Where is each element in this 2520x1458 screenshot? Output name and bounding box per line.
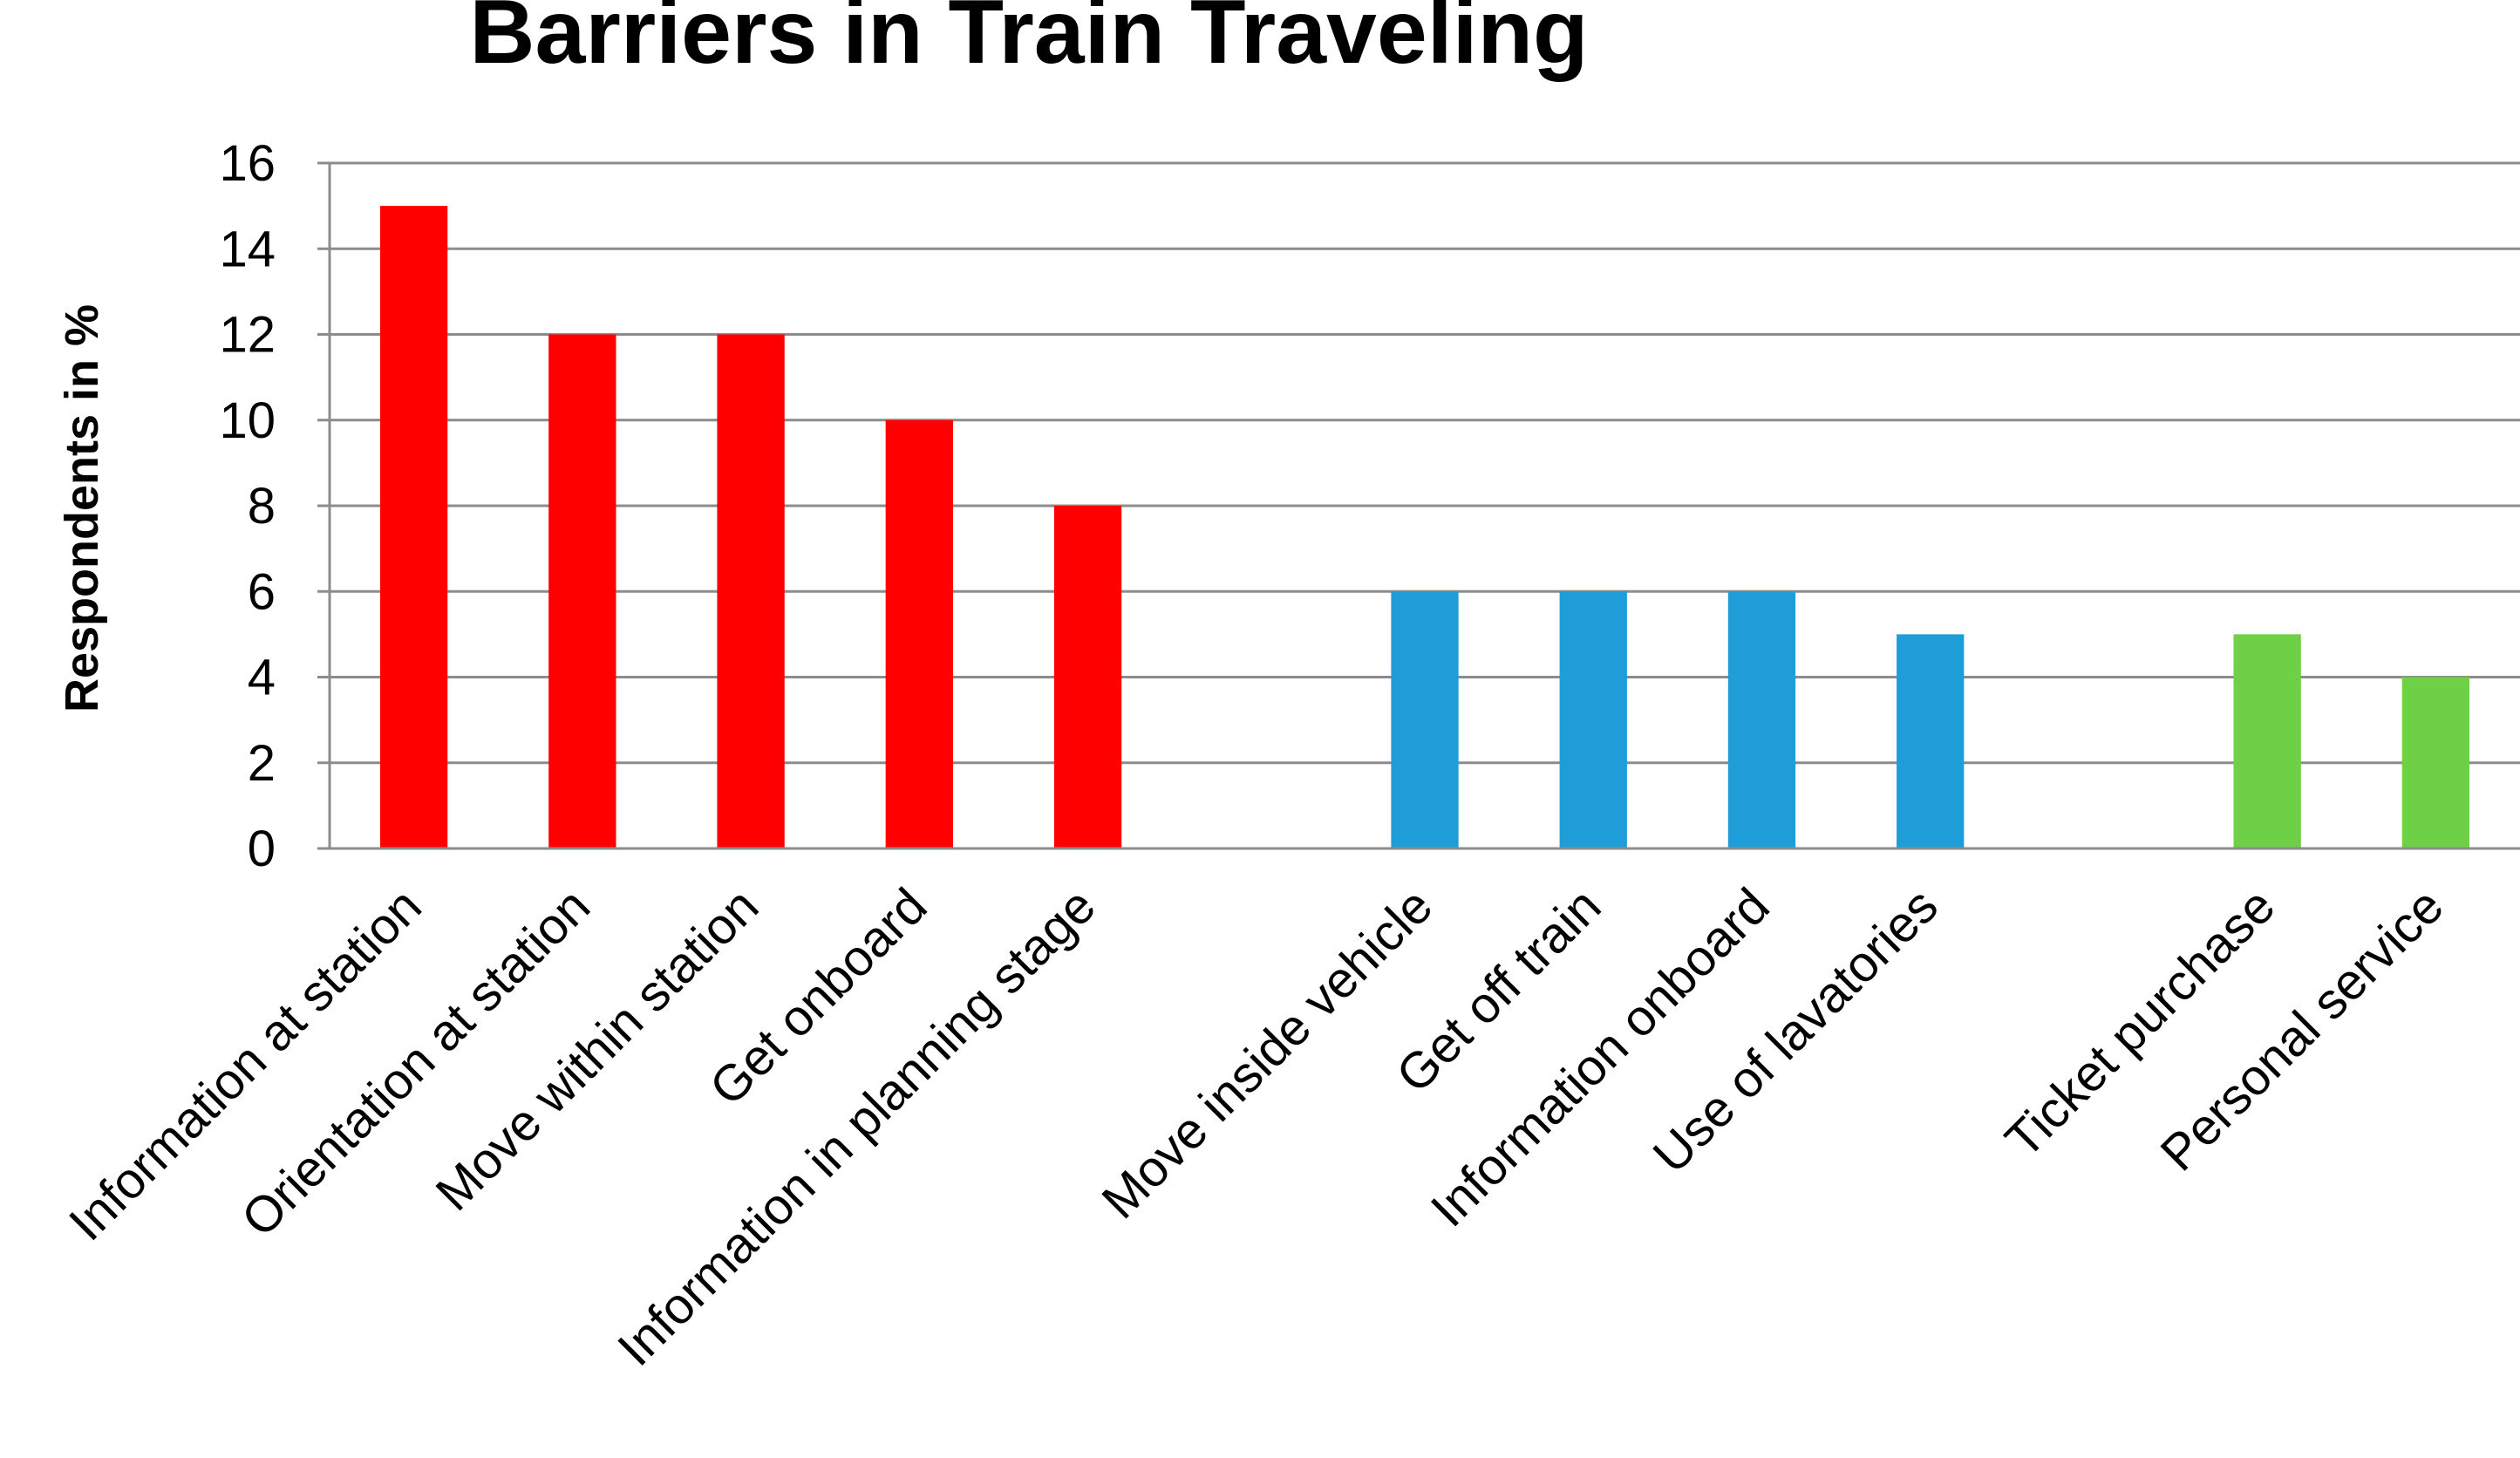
x-tick-label-personal-service: Personal service <box>2149 877 2454 1182</box>
gridlines <box>330 161 2520 850</box>
y-tick-label-0: 0 <box>248 821 276 877</box>
bar-information-onboard <box>1727 591 1796 848</box>
x-tick-label-move-within-station: Move within station <box>426 877 770 1222</box>
y-tick-label-2: 2 <box>248 735 276 792</box>
x-tick-label-move-inside-vehicle: Move inside vehicle <box>1091 877 1443 1230</box>
y-tick-label-16: 16 <box>219 135 276 192</box>
bar-ticket-purchase <box>2233 634 2301 848</box>
y-tick-label-14: 14 <box>219 221 276 277</box>
y-tick-label-12: 12 <box>219 307 276 364</box>
bars <box>379 206 2470 848</box>
bar-information-in-planning-stage <box>1053 506 1122 848</box>
y-tick-label-6: 6 <box>248 563 276 620</box>
bar-information-at-station <box>379 206 448 848</box>
chart-title: Barriers in Train Traveling <box>469 0 1588 83</box>
bar-get-onboard <box>885 419 953 848</box>
bar-get-off-train <box>1559 591 1627 848</box>
x-tick-label-use-of-lavatories: Use of lavatories <box>1642 877 1948 1183</box>
bar-use-of-lavatories <box>1897 634 1965 848</box>
y-tick-label-8: 8 <box>248 478 276 535</box>
y-tick-label-4: 4 <box>248 650 276 706</box>
y-axis-ticks: 0 2 4 6 8 10 12 14 16 <box>219 135 330 877</box>
bar-move-inside-vehicle <box>1391 591 1459 848</box>
bar-personal-service <box>2401 677 2470 848</box>
bar-move-within-station <box>717 334 785 848</box>
y-tick-label-10: 10 <box>219 392 276 449</box>
x-tick-label-information-onboard: Information onboard <box>1420 877 1781 1237</box>
bar-orientation-at-station <box>548 334 616 848</box>
y-axis-label: Respondents in % <box>56 304 108 712</box>
